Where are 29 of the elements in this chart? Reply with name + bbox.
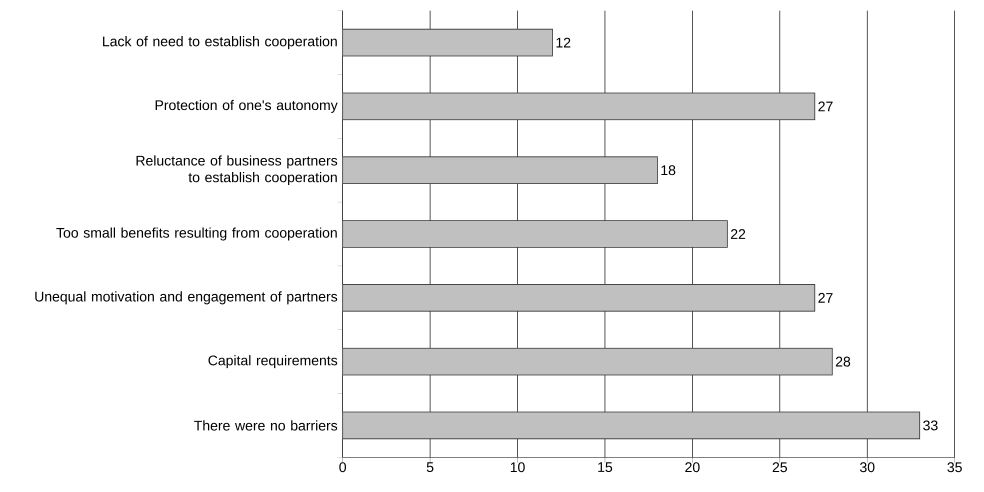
data-label: 33 [923,420,938,430]
bar [342,348,833,376]
bar [342,220,728,248]
x-tick-label: 30 [860,462,874,472]
bar [342,412,920,440]
y-tick-label: Protection of one's autonomy [156,100,338,113]
y-tick-label: There were no barriers [194,420,338,431]
bar [342,92,816,120]
data-label: 27 [818,292,833,303]
data-label: 12 [556,38,570,48]
y-tick-label: Unequal motivation and engagement of partners [35,291,338,304]
x-tick-label: 35 [947,462,962,472]
x-tick-label: 5 [426,462,434,472]
data-label: 27 [818,102,833,112]
x-tick-label: 25 [772,462,788,472]
y-tick-label: Capital requirements [208,355,338,368]
x-tick-label: 20 [685,462,700,472]
y-tick-label: Reluctance of business partners to establish cooperation [136,155,338,186]
bar [342,28,553,56]
data-label: 18 [661,165,676,176]
y-tick-label: Lack of need to establish cooperation [103,36,337,50]
x-tick-label: 10 [510,462,525,472]
data-label: 28 [836,356,850,367]
x-tick-label: 0 [339,462,346,472]
x-tick-label: 15 [598,462,612,472]
bar [342,156,658,184]
data-label: 22 [731,229,746,239]
y-tick-label: Too small benefits resulting from cooperation [56,227,337,241]
bar [342,284,816,312]
